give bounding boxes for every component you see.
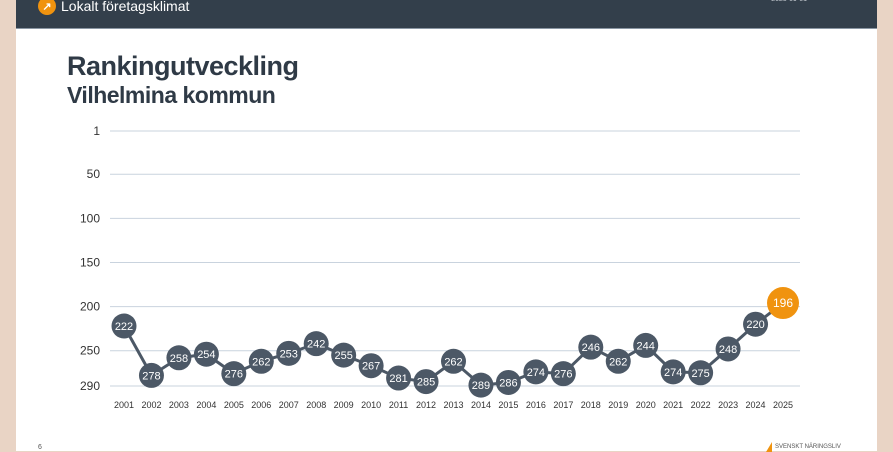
- data-label: 276: [225, 369, 243, 381]
- footer-brand: SVENSKT NÄRINGSLIV: [775, 444, 841, 450]
- data-point: [221, 361, 247, 387]
- data-point: [495, 369, 521, 395]
- chart-title: Rankingutveckling: [67, 51, 299, 81]
- x-tick-label: 2001: [114, 400, 134, 410]
- brand-name: Lokalt företagsklimat: [61, 0, 190, 14]
- data-point: [550, 361, 576, 387]
- x-tick-label: 2003: [169, 400, 189, 410]
- x-tick-label: 2015: [498, 400, 518, 410]
- data-point: [276, 340, 302, 366]
- x-tick-label: 2019: [608, 400, 628, 410]
- data-label: 253: [280, 348, 298, 360]
- brand-logo: ↗ Lokalt företagsklimat: [38, 0, 189, 15]
- data-point: [441, 348, 466, 374]
- data-point: [660, 359, 686, 385]
- data-label: 255: [334, 350, 352, 362]
- x-tick-label: 2020: [636, 400, 656, 410]
- y-tick-label: 1: [93, 124, 100, 138]
- x-tick-label: 2009: [334, 400, 354, 410]
- data-point: [166, 345, 192, 371]
- data-point: [111, 313, 137, 339]
- chart-subtitle: Vilhelmina kommun: [67, 82, 276, 108]
- data-label: 281: [389, 373, 407, 385]
- x-tick-label: 2011: [389, 400, 408, 410]
- footer-logo: SVENSKT NÄRINGSLIV: [766, 442, 841, 452]
- logo-icon: [766, 442, 772, 452]
- x-tick-label: 2002: [141, 400, 161, 410]
- y-tick-label: 200: [80, 300, 100, 314]
- y-tick-label: 100: [80, 211, 100, 225]
- data-point: [303, 331, 329, 357]
- data-point: [715, 336, 741, 362]
- data-label: 244: [637, 340, 655, 352]
- x-tick-label: 2012: [416, 400, 436, 410]
- report-date: 2025-09-01: [771, 0, 807, 3]
- data-point: [523, 359, 549, 385]
- logo-icon: ↗: [38, 0, 56, 15]
- data-label: 274: [664, 367, 682, 379]
- data-label: 196: [773, 296, 793, 310]
- x-tick-label: 2006: [251, 400, 271, 410]
- header-bar: ↗ Lokalt företagsklimat 2025-09-01: [16, 0, 877, 29]
- x-tick-label: 2025: [773, 400, 793, 410]
- y-tick-label: 250: [80, 344, 100, 358]
- data-point: [331, 342, 357, 368]
- y-tick-label: 150: [80, 255, 100, 269]
- data-label: 246: [582, 342, 600, 354]
- data-point: [688, 360, 714, 386]
- data-point: [138, 362, 164, 388]
- data-point: [413, 369, 439, 395]
- data-label: 276: [554, 369, 572, 381]
- x-tick-label: 2007: [279, 400, 299, 410]
- data-label: 262: [444, 356, 462, 368]
- data-label: 258: [170, 353, 188, 365]
- data-point: [633, 332, 659, 358]
- x-tick-label: 2023: [718, 400, 738, 410]
- data-label: 286: [499, 377, 517, 389]
- data-point: [578, 334, 604, 360]
- x-tick-label: 2024: [746, 400, 766, 410]
- x-tick-label: 2022: [691, 400, 711, 410]
- x-tick-label: 2018: [581, 400, 601, 410]
- x-tick-label: 2010: [361, 400, 381, 410]
- data-point: [468, 372, 494, 398]
- x-tick-label: 2017: [553, 400, 573, 410]
- x-tick-label: 2021: [663, 400, 683, 410]
- page-number: 6: [38, 444, 42, 451]
- data-label: 222: [115, 321, 133, 333]
- data-label: 262: [609, 356, 627, 368]
- y-tick-label: 290: [80, 379, 100, 393]
- data-point: [767, 287, 799, 320]
- data-label: 254: [197, 349, 215, 361]
- data-label: 275: [691, 368, 709, 380]
- data-label: 242: [307, 339, 325, 351]
- x-tick-label: 2014: [471, 400, 491, 410]
- y-tick-label: 50: [87, 167, 101, 181]
- x-tick-label: 2005: [224, 400, 244, 410]
- data-label: 220: [746, 319, 764, 331]
- data-point: [248, 348, 274, 374]
- x-tick-label: 2008: [306, 400, 326, 410]
- data-point: [386, 365, 412, 391]
- data-label: 285: [417, 377, 435, 389]
- x-tick-label: 2004: [196, 400, 216, 410]
- x-tick-label: 2013: [443, 400, 463, 410]
- data-point: [358, 353, 384, 379]
- data-label: 248: [719, 344, 737, 356]
- data-point: [605, 348, 631, 374]
- data-label: 289: [472, 380, 490, 392]
- data-label: 267: [362, 361, 380, 373]
- data-label: 274: [527, 367, 545, 379]
- x-tick-label: 2016: [526, 400, 546, 410]
- data-label: 262: [252, 356, 270, 368]
- data-label: 278: [142, 370, 160, 382]
- data-point: [193, 341, 219, 367]
- data-point: [743, 311, 769, 337]
